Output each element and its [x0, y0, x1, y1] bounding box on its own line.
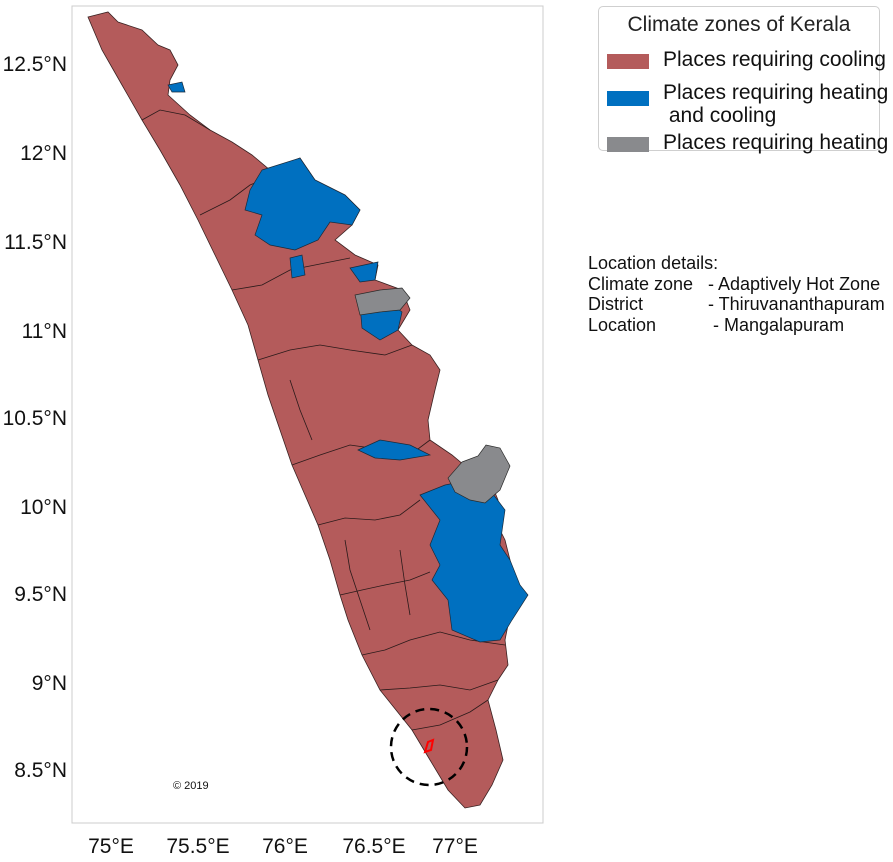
details-row-climate-zone: Climate zone - Adaptively Hot Zone	[588, 274, 885, 295]
y-tick-label: 12.5°N	[3, 53, 67, 76]
details-row-location: Location - Mangalapuram	[588, 315, 885, 336]
x-tick-label: 77°E	[432, 835, 478, 858]
location-details: Location details: Climate zone - Adaptiv…	[588, 253, 885, 335]
details-key: Location	[588, 314, 657, 335]
legend-label: Places requiring heating	[663, 131, 889, 154]
map-copyright: © 2019	[173, 780, 209, 792]
x-tick-label: 76.5°E	[342, 835, 405, 858]
x-tick-label: 76°E	[262, 835, 308, 858]
x-axis-ticks: 75°E 75.5°E 76°E 76.5°E 77°E	[88, 835, 478, 858]
heating-cooling-regions	[167, 81, 529, 643]
location-marker	[423, 738, 435, 754]
legend-swatch-heating	[607, 137, 649, 152]
map-frame	[71, 5, 544, 824]
y-tick-label: 10°N	[20, 496, 67, 519]
details-heading: Location details:	[588, 253, 719, 273]
y-tick-label: 12°N	[20, 142, 67, 165]
heating-regions	[354, 287, 511, 504]
y-tick-label: 9.5°N	[14, 583, 67, 606]
legend-item-heating-cooling: Places requiring heating and cooling	[607, 81, 888, 127]
kerala-cooling-region	[87, 11, 516, 809]
legend-swatch-heating-cooling	[607, 91, 649, 106]
climate-zone-legend: Climate zones of Kerala Places requiring…	[598, 6, 888, 154]
legend-label: Places requiring heating and cooling	[663, 81, 889, 127]
x-tick-label: 75°E	[88, 835, 134, 858]
y-tick-label: 10.5°N	[3, 407, 67, 430]
details-key: Climate zone	[588, 273, 694, 294]
y-axis-ticks: 12.5°N 12°N 11.5°N 11°N 10.5°N 10°N 9.5°…	[3, 53, 67, 782]
y-tick-label: 11.5°N	[4, 231, 67, 254]
x-tick-label: 75.5°E	[166, 835, 229, 858]
y-tick-label: 9°N	[32, 672, 67, 695]
legend-item-cooling: Places requiring cooling	[607, 48, 886, 71]
location-highlight-circle	[389, 707, 469, 787]
details-value: - Mangalapuram	[708, 314, 845, 335]
details-value: - Adaptively Hot Zone	[708, 273, 881, 294]
legend-title: Climate zones of Kerala	[627, 13, 851, 36]
legend-item-heating: Places requiring heating	[607, 131, 888, 154]
details-value: - Thiruvananthapuram	[708, 294, 885, 314]
details-key: District	[588, 294, 643, 314]
details-row-district: District - Thiruvananthapuram	[588, 294, 885, 315]
y-tick-label: 8.5°N	[14, 759, 67, 782]
legend-label: Places requiring cooling	[663, 48, 886, 71]
legend-swatch-cooling	[607, 54, 649, 69]
y-tick-label: 11°N	[22, 320, 67, 343]
